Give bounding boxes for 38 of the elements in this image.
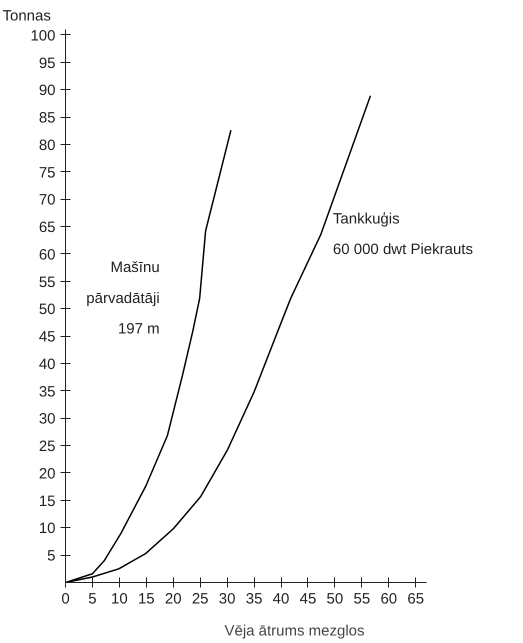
y-axis-title: Tonnas [2,8,51,24]
y-tick-label: 80 [38,136,56,154]
x-tick-label: 65 [407,590,424,608]
x-tick-label: 35 [246,590,262,608]
x-axis-title: Vēja ātrums mezglos [224,622,365,640]
y-tick-label: 25 [38,438,56,456]
y-tick-label: 60 [38,246,56,264]
series-label: Tankkuģis 60 000 dwt Piekrauts [332,210,473,258]
y-tick-label: 30 [38,410,56,428]
y-tick-label: 55 [38,274,56,291]
y-tick-label: 50 [38,301,56,318]
x-tick-label: 0 [61,590,70,608]
x-tick-label: 40 [272,590,290,608]
x-tick-label: 20 [164,590,182,608]
y-tick-label: 85 [38,110,56,127]
y-tick-label: 95 [38,54,56,72]
x-tick-label: 50 [326,590,344,608]
y-tick-label: 75 [38,164,56,182]
x-tick-label: 25 [192,590,209,608]
x-tick-label: 45 [300,590,316,608]
y-tick-label: 40 [38,356,56,373]
x-tick-label: 30 [218,590,236,608]
y-tick-label: 15 [38,492,56,510]
x-tick-label: 60 [380,590,398,608]
y-tick-label: 45 [38,328,56,346]
y-tick-label: 65 [38,219,56,236]
text: Mašīnu pārvadātāji 197 m [86,259,160,338]
y-tick-label: 20 [38,465,56,482]
x-tick-label: 5 [88,590,97,608]
x-tick-label: 55 [354,590,370,608]
y-tick-label: 100 [30,27,56,44]
y-tick-label: 90 [38,82,56,100]
x-tick-label: 10 [111,590,128,608]
y-tick-label: 35 [38,383,56,400]
y-tick-label: 70 [38,192,56,209]
y-tick-label: 10 [38,520,56,538]
y-tick-label: 5 [47,548,56,565]
x-tick-label: 15 [138,590,155,608]
